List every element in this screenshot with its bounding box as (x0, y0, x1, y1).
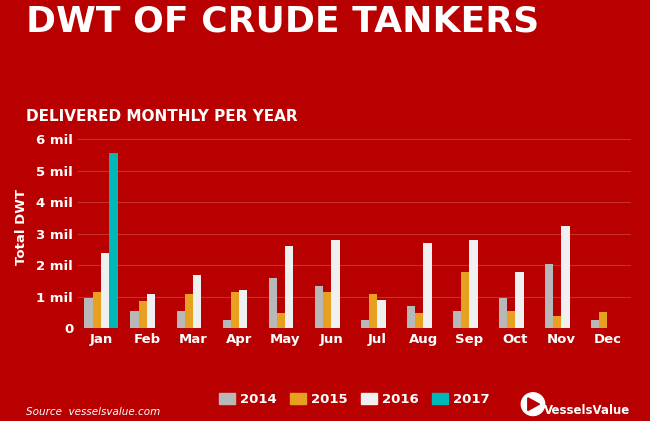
Bar (323, 292, 332, 328)
Bar (193, 274, 202, 328)
Bar (469, 240, 478, 328)
Bar (131, 311, 138, 328)
Bar (599, 312, 608, 328)
Bar (499, 298, 507, 328)
Legend: 2014, 2015, 2016, 2017: 2014, 2015, 2016, 2017 (214, 387, 495, 411)
Bar (553, 317, 562, 328)
Text: VesselsValue: VesselsValue (544, 404, 630, 417)
Y-axis label: Total DWT: Total DWT (15, 189, 28, 265)
Bar (285, 246, 293, 328)
Text: DELIVERED MONTHLY PER YEAR: DELIVERED MONTHLY PER YEAR (26, 109, 298, 125)
Bar (231, 292, 239, 328)
Bar (277, 313, 285, 328)
Bar (562, 226, 569, 328)
Bar (109, 153, 118, 328)
Polygon shape (528, 398, 540, 410)
Bar (591, 320, 599, 328)
Bar (515, 272, 524, 328)
Bar (453, 311, 461, 328)
Circle shape (521, 393, 545, 416)
Text: Source  vesselsvalue.com: Source vesselsvalue.com (26, 407, 161, 417)
Text: DWT OF CRUDE TANKERS: DWT OF CRUDE TANKERS (26, 4, 540, 38)
Bar (461, 272, 469, 328)
Bar (147, 294, 155, 328)
Bar (545, 264, 553, 328)
Bar (93, 292, 101, 328)
Bar (369, 294, 377, 328)
Bar (185, 294, 193, 328)
Bar (239, 290, 248, 328)
Bar (407, 306, 415, 328)
Bar (423, 243, 432, 328)
Bar (84, 298, 93, 328)
Bar (222, 320, 231, 328)
Bar (177, 311, 185, 328)
Bar (361, 320, 369, 328)
Bar (315, 286, 323, 328)
Bar (415, 313, 423, 328)
Bar (332, 240, 339, 328)
Bar (377, 300, 385, 328)
Bar (268, 278, 277, 328)
Bar (101, 253, 109, 328)
Bar (139, 301, 147, 328)
Bar (507, 311, 515, 328)
